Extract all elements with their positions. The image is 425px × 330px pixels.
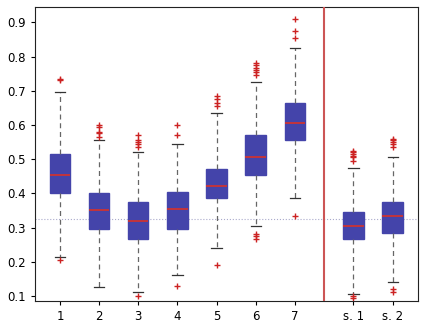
PathPatch shape	[50, 154, 70, 193]
PathPatch shape	[246, 135, 266, 175]
PathPatch shape	[89, 193, 109, 229]
PathPatch shape	[343, 212, 364, 240]
PathPatch shape	[128, 202, 148, 240]
PathPatch shape	[167, 192, 187, 229]
PathPatch shape	[285, 103, 305, 140]
PathPatch shape	[207, 169, 227, 198]
PathPatch shape	[382, 202, 403, 233]
